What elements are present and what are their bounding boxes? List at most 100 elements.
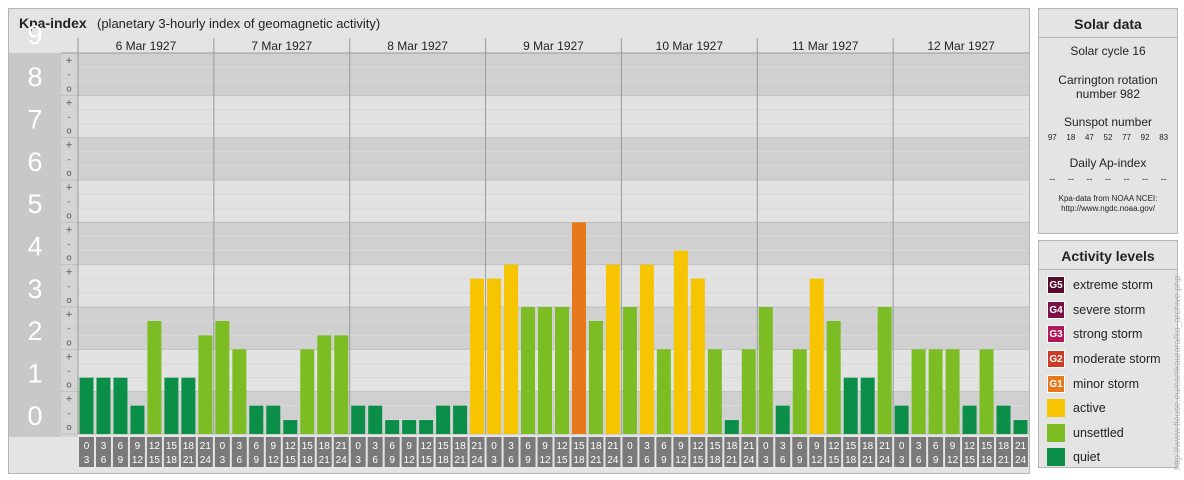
legend-swatch: G1 [1047, 374, 1065, 393]
hour-start-label: 0 [763, 441, 769, 452]
hour-cell [860, 437, 876, 467]
activity-levels-panel: Activity levels G5 extreme storm G4 severe … [1038, 240, 1178, 468]
legend-item: G2 moderate storm [1039, 347, 1177, 372]
legend-label: unsettled [1073, 425, 1124, 440]
hour-end-label: 3 [627, 455, 633, 466]
hour-cell [826, 437, 842, 467]
kp-bar [1013, 420, 1028, 434]
hour-cell [486, 437, 502, 467]
legend-item: G5 extreme storm [1039, 273, 1177, 298]
hour-end-label: 15 [421, 455, 433, 466]
hour-end-label: 6 [372, 455, 378, 466]
sub-tick-marker: + [65, 56, 73, 66]
kp-bar [504, 264, 519, 434]
kp-bar [334, 335, 349, 434]
hour-end-label: 6 [644, 455, 650, 466]
day-label: 9 Mar 1927 [523, 39, 584, 53]
hour-cell [197, 437, 213, 467]
legend-label: severe storm [1073, 302, 1146, 317]
hour-cell [180, 437, 196, 467]
day-label: 12 Mar 1927 [927, 39, 995, 53]
day-label: 6 Mar 1927 [116, 39, 177, 53]
ap-value: -- [1160, 174, 1167, 184]
level-band [9, 307, 1029, 350]
hour-cell [282, 437, 298, 467]
hour-start-label: 15 [981, 441, 993, 452]
hour-start-label: 9 [542, 441, 548, 452]
hour-end-label: 3 [763, 455, 769, 466]
sunspot-values: 97 18 47 52 77 92 83 [1039, 133, 1177, 142]
hour-cell [469, 437, 485, 467]
day-label: 7 Mar 1927 [251, 39, 312, 53]
kp-bar [775, 405, 790, 434]
hour-end-label: 9 [525, 455, 531, 466]
hour-start-label: 9 [814, 441, 820, 452]
kp-bar [843, 377, 858, 434]
kp-bar [232, 349, 247, 434]
hour-start-label: 21 [743, 441, 755, 452]
hour-end-label: 21 [590, 455, 602, 466]
kp-bar [809, 278, 824, 434]
y-tick-label: 9 [27, 20, 42, 50]
kp-bar [538, 307, 552, 434]
kp-bar [215, 320, 230, 434]
sub-tick-marker: + [65, 141, 73, 151]
source-link[interactable]: http://www.ngdc.noaa.gov/ [1061, 204, 1155, 213]
y-tick-label: 3 [27, 274, 42, 304]
kp-bar [826, 320, 841, 434]
hour-end-label: 6 [101, 455, 107, 466]
hour-start-label: 18 [862, 441, 874, 452]
hour-end-label: 12 [811, 455, 823, 466]
hour-cell [214, 437, 230, 467]
sub-tick-marker: o [66, 423, 72, 433]
hour-cell [588, 437, 604, 467]
level-band [9, 53, 1029, 96]
hour-cell [333, 437, 349, 467]
kp-bar [351, 405, 366, 434]
kp-bar [622, 307, 637, 434]
hour-end-label: 15 [285, 455, 297, 466]
hour-end-label: 6 [237, 455, 243, 466]
kp-bar [792, 349, 807, 434]
legend-item: unsettled [1039, 421, 1177, 446]
sub-tick-marker: o [66, 338, 72, 348]
hour-cell [316, 437, 332, 467]
sunspot-value: 92 [1140, 133, 1150, 142]
hour-end-label: 18 [981, 455, 993, 466]
hour-start-label: 21 [336, 441, 348, 452]
sub-tick-marker: + [65, 268, 73, 278]
hour-start-label: 12 [692, 441, 704, 452]
kp-bar [147, 320, 162, 434]
hour-cell [384, 437, 400, 467]
hour-end-label: 21 [862, 455, 874, 466]
y-tick-label: 5 [27, 189, 42, 219]
hour-end-label: 18 [166, 455, 178, 466]
kp-bar [113, 377, 128, 434]
kp-bar [266, 405, 281, 434]
hour-end-label: 3 [220, 455, 226, 466]
kp-bar [181, 377, 196, 434]
hour-start-label: 0 [491, 441, 497, 452]
hour-start-label: 12 [421, 441, 433, 452]
kp-bar [656, 349, 671, 434]
ap-value: -- [1142, 174, 1149, 184]
kp-bar [249, 405, 264, 434]
hour-end-label: 21 [455, 455, 467, 466]
legend-item: G4 severe storm [1039, 298, 1177, 323]
hour-end-label: 6 [780, 455, 786, 466]
hour-end-label: 9 [661, 455, 667, 466]
chart-subtitle: (planetary 3-hourly index of geomagnetic… [97, 16, 381, 31]
hour-end-label: 18 [573, 455, 585, 466]
kp-bar [639, 264, 654, 434]
sub-tick-marker: - [67, 113, 70, 123]
sub-tick-band [61, 53, 78, 437]
hour-start-label: 3 [644, 441, 650, 452]
hour-end-label: 18 [709, 455, 721, 466]
solar-data-panel: Solar data Solar cycle 16 Carrington rot… [1038, 8, 1178, 234]
kp-bar [130, 405, 145, 434]
hour-cell [809, 437, 825, 467]
kp-bar [741, 349, 756, 434]
sub-tick-marker: - [67, 409, 70, 419]
hour-end-label: 24 [607, 455, 619, 466]
